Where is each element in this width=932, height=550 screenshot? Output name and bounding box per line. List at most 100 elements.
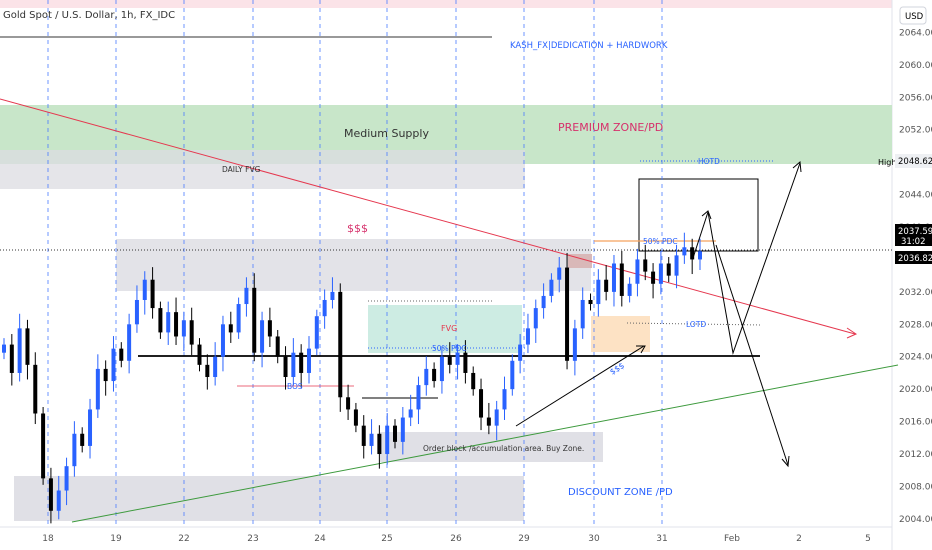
last-price-bg	[895, 224, 932, 246]
candle-body	[236, 304, 241, 333]
red-trendline	[0, 98, 856, 335]
candle-body	[565, 267, 570, 361]
candle-body	[41, 413, 46, 479]
candle-body	[252, 287, 257, 353]
candle-body	[166, 312, 171, 333]
hotd-box	[638, 178, 759, 252]
currency-button-label[interactable]: USD	[905, 12, 924, 22]
pdc-50-b-text: 50% PDC	[643, 237, 678, 246]
candle-body	[393, 425, 398, 442]
candle-body	[291, 352, 296, 378]
candle-body	[111, 348, 116, 382]
discount-zone-text: DISCOUNT ZONE /PD	[568, 487, 673, 498]
candle-body	[283, 356, 288, 378]
candle-body	[486, 417, 491, 426]
candle-body	[205, 364, 210, 378]
last-price-value: 2037.59	[898, 227, 932, 237]
candle-body	[557, 267, 562, 280]
candle-body	[369, 433, 374, 446]
candle-body	[306, 348, 311, 373]
candle-body	[299, 352, 304, 373]
session-top-strip	[0, 0, 892, 8]
candle-body	[377, 433, 382, 455]
candle-body	[330, 291, 335, 300]
candle-body	[228, 324, 233, 333]
candle-body	[510, 360, 515, 390]
candle-body	[385, 425, 390, 455]
time-tick-label: 24	[314, 534, 326, 544]
candle-body	[580, 299, 585, 329]
price-tick-label: 2056.00	[899, 93, 932, 103]
candle-body	[635, 259, 640, 284]
time-tick-label: 26	[450, 534, 462, 544]
candle-body	[439, 356, 444, 382]
dollars-trend-text: $$$	[608, 361, 626, 377]
candle-body	[682, 247, 687, 256]
candle-body	[142, 279, 147, 300]
candle-body	[150, 279, 155, 309]
time-tick-label: 5	[865, 534, 871, 544]
dollars-text: $$$	[347, 222, 368, 235]
fvg-text: FVG	[441, 324, 457, 333]
price-tick-label: 2020.00	[899, 385, 932, 395]
red-trendline-arrowhead	[846, 327, 858, 339]
candle-body	[275, 336, 280, 357]
price-tick-label: 2004.00	[899, 515, 932, 525]
time-tick-label: 19	[110, 534, 122, 544]
time-tick-label: 23	[247, 534, 258, 544]
candle-body	[596, 279, 601, 305]
price-tick-label: 2064.00	[899, 28, 932, 38]
ref-title-text: KASH_FX|DEDICATION + HARDWORK	[510, 41, 668, 51]
time-tick-label: 22	[178, 534, 189, 544]
bos-text: BOS	[287, 382, 303, 391]
candle-body	[267, 320, 272, 337]
candle-body	[346, 397, 351, 410]
candle-body	[95, 368, 100, 410]
candle-body	[455, 352, 460, 365]
time-axis-ticks: 18 19 22 23 24 25 26 29 30 31 Feb 2 5	[42, 534, 871, 544]
candle-body	[408, 409, 413, 418]
candle-body	[80, 433, 85, 446]
prev-price-bg	[895, 251, 932, 264]
candle-body	[471, 372, 476, 390]
candle-body	[447, 356, 452, 365]
symbol-title: Gold Spot / U.S. Dollar, 1h, FX_IDC	[3, 10, 175, 21]
price-tick-label: 2028.00	[899, 320, 932, 330]
candle-body	[572, 328, 577, 361]
currency-button[interactable]: USD	[899, 6, 927, 25]
candle-body	[674, 255, 679, 276]
last-price-tag: 2037.59 31:02 2036.82	[895, 224, 932, 264]
candle-body	[666, 263, 671, 276]
candle-body	[56, 490, 61, 511]
green-trendline	[71, 364, 899, 523]
premium-zone-text: PREMIUM ZONE/PD	[558, 121, 663, 134]
candle-body	[604, 279, 609, 292]
candle-body	[432, 368, 437, 382]
candle-body	[400, 417, 405, 442]
candle-body	[220, 324, 225, 357]
high-label: High	[878, 158, 896, 167]
currency-button-bg[interactable]	[899, 6, 927, 25]
price-tick-label: 2032.00	[899, 288, 932, 298]
candle-body	[48, 478, 53, 511]
high-value-bg	[895, 154, 932, 168]
price-tick-label: 2052.00	[899, 126, 932, 136]
candle-body	[88, 409, 93, 446]
candle-body	[158, 308, 163, 333]
hotd-text: HOTD	[698, 157, 720, 166]
candle-body	[338, 291, 343, 398]
candle-body	[651, 271, 656, 284]
candle-body	[64, 466, 69, 491]
candle-body	[698, 251, 702, 260]
candle-body	[424, 368, 429, 386]
time-tick-label: 25	[381, 534, 392, 544]
daily-fvg-zone	[0, 150, 525, 189]
high-price-tag: High 2048.62	[878, 154, 932, 168]
time-tick-label: 18	[42, 534, 54, 544]
candle-body	[189, 320, 194, 345]
candles	[2, 232, 702, 524]
candle-body	[627, 283, 632, 296]
price-tick-label: 2060.00	[899, 61, 932, 71]
candle-body	[463, 352, 468, 373]
